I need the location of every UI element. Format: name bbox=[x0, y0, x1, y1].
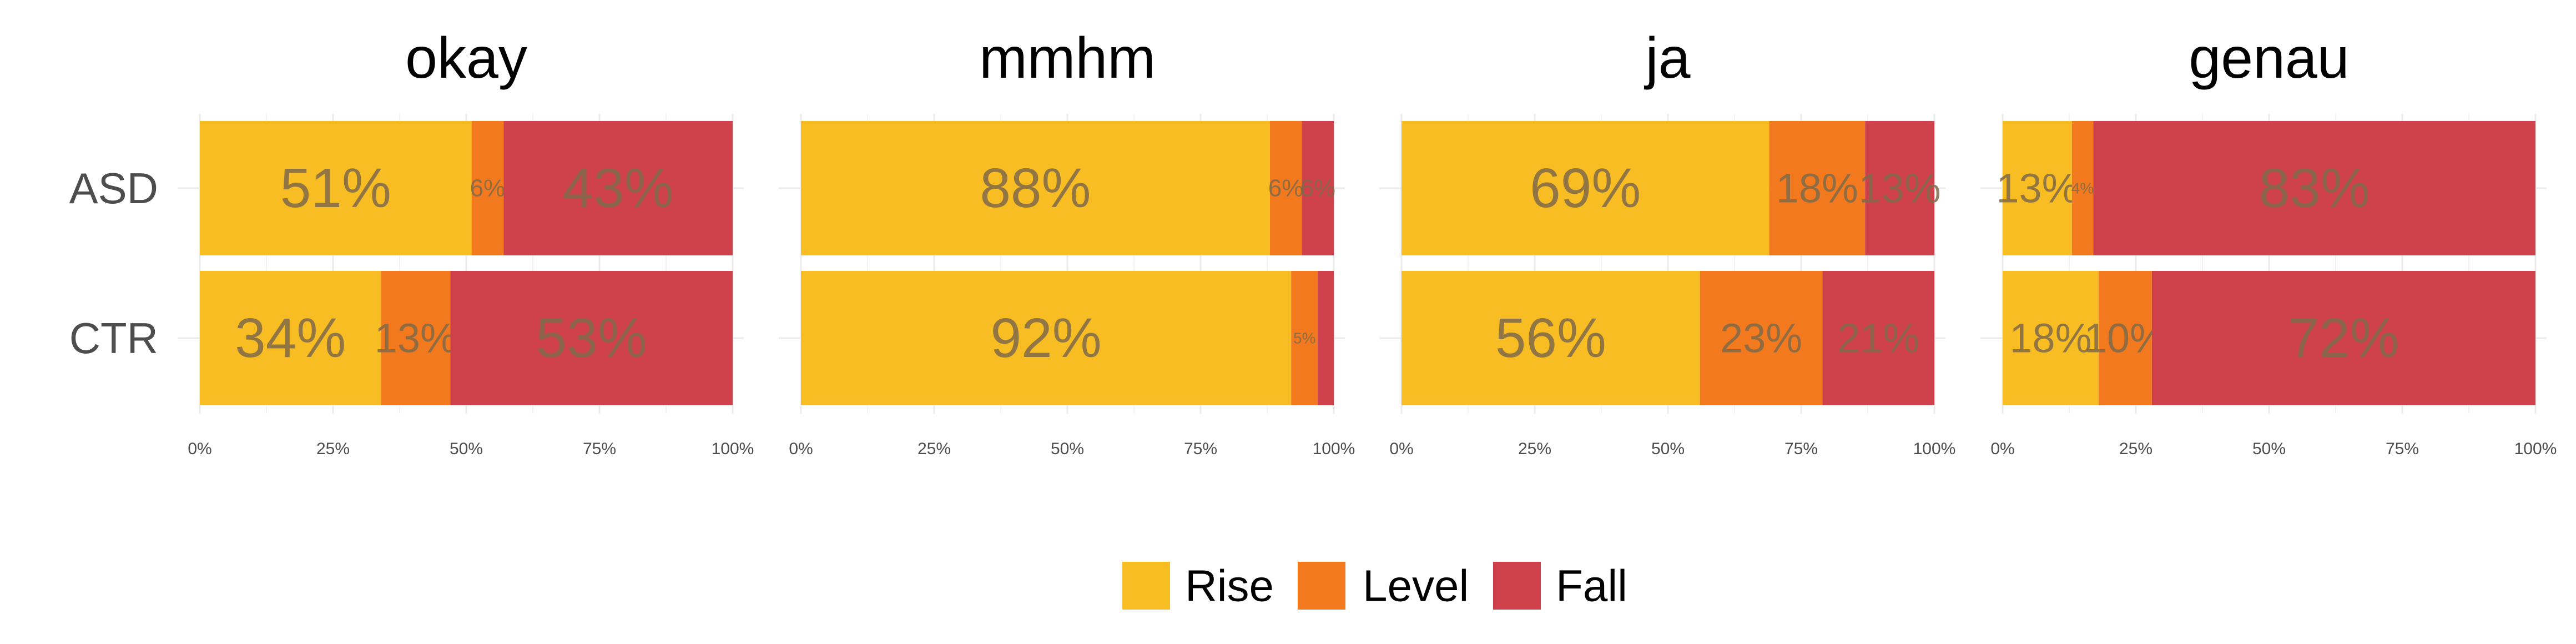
x-tick-label-2-3: 75% bbox=[1784, 440, 1818, 458]
y-axis-label-asd: ASD bbox=[69, 164, 158, 213]
x-tick-label-3-3: 75% bbox=[2386, 440, 2419, 458]
x-tick-label-3-0: 0% bbox=[1990, 440, 2014, 458]
panel-title-okay: okay bbox=[405, 26, 527, 90]
y-axis-label-ctr: CTR bbox=[69, 314, 158, 363]
bar-mmhm-ASD-rise bbox=[801, 121, 1270, 255]
panel-title-mmhm: mmhm bbox=[979, 26, 1156, 90]
x-tick-label-3-4: 100% bbox=[2514, 440, 2557, 458]
bar-mmhm-CTR-level bbox=[1291, 271, 1318, 405]
x-tick-label-1-3: 75% bbox=[1184, 440, 1217, 458]
x-tick-label-2-2: 50% bbox=[1651, 440, 1685, 458]
bar-genau-CTR-rise bbox=[2003, 271, 2099, 405]
bar-ja-ASD-rise bbox=[1402, 121, 1770, 255]
panel-title-genau: genau bbox=[2189, 26, 2349, 90]
data-label-ja-CTR-level: 23% bbox=[1720, 315, 1802, 361]
x-tick-label-1-0: 0% bbox=[789, 440, 813, 458]
data-label-ja-CTR-fall: 21% bbox=[1837, 315, 1919, 361]
data-label-mmhm-CTR-level: 5% bbox=[1293, 330, 1315, 347]
data-label-genau-CTR-rise: 18% bbox=[2009, 315, 2091, 361]
data-label-okay-ASD-rise: 51% bbox=[280, 157, 391, 219]
data-label-mmhm-ASD-rise: 88% bbox=[980, 157, 1091, 219]
data-label-okay-CTR-level: 13% bbox=[375, 315, 457, 361]
x-tick-label-2-0: 0% bbox=[1389, 440, 1413, 458]
bar-ja-CTR-level bbox=[1700, 271, 1823, 405]
legend-label-fall: Fall bbox=[1556, 561, 1627, 611]
x-tick-label-3-1: 25% bbox=[2119, 440, 2152, 458]
data-label-mmhm-CTR-rise: 92% bbox=[991, 307, 1102, 369]
bar-ja-ASD-level bbox=[1769, 121, 1866, 255]
data-label-okay-CTR-fall: 53% bbox=[536, 307, 647, 369]
x-tick-label-2-1: 25% bbox=[1518, 440, 1551, 458]
panel-title-ja: ja bbox=[1644, 26, 1691, 90]
x-tick-label-0-3: 75% bbox=[583, 440, 616, 458]
legend-label-rise: Rise bbox=[1185, 561, 1274, 611]
data-label-genau-ASD-fall: 83% bbox=[2259, 157, 2370, 219]
x-tick-label-0-4: 100% bbox=[712, 440, 754, 458]
bar-ja-CTR-rise bbox=[1402, 271, 1700, 405]
legend-swatch-level bbox=[1298, 562, 1345, 610]
legend-swatch-fall bbox=[1493, 562, 1541, 610]
data-label-okay-ASD-fall: 43% bbox=[563, 157, 674, 219]
data-label-genau-ASD-level: 4% bbox=[2071, 180, 2094, 197]
data-label-mmhm-ASD-fall: 6% bbox=[1300, 175, 1335, 202]
legend-label-level: Level bbox=[1363, 561, 1469, 611]
data-label-okay-ASD-level: 6% bbox=[470, 175, 506, 202]
data-label-ja-CTR-rise: 56% bbox=[1495, 307, 1606, 369]
bar-okay-ASD-fall bbox=[503, 121, 733, 255]
data-label-ja-ASD-level: 18% bbox=[1776, 165, 1858, 212]
bar-genau-ASD-level bbox=[2071, 121, 2094, 255]
bar-mmhm-ASD-level bbox=[1269, 121, 1302, 255]
bar-genau-ASD-rise bbox=[2003, 121, 2072, 255]
data-label-ja-ASD-fall: 13% bbox=[1859, 165, 1941, 212]
x-tick-label-0-1: 25% bbox=[316, 440, 350, 458]
data-label-mmhm-ASD-level: 6% bbox=[1268, 175, 1304, 202]
legend-swatch-rise bbox=[1122, 562, 1170, 610]
x-tick-label-1-4: 100% bbox=[1313, 440, 1355, 458]
data-label-genau-CTR-fall: 72% bbox=[2288, 307, 2399, 369]
bar-mmhm-CTR-rise bbox=[801, 271, 1292, 405]
bar-okay-CTR-fall bbox=[450, 271, 733, 405]
x-tick-label-3-2: 50% bbox=[2252, 440, 2286, 458]
bar-ja-CTR-fall bbox=[1822, 271, 1934, 405]
bar-okay-ASD-rise bbox=[200, 121, 472, 255]
bar-okay-ASD-level bbox=[471, 121, 504, 255]
data-label-ja-ASD-rise: 69% bbox=[1530, 157, 1641, 219]
bar-mmhm-ASD-fall bbox=[1302, 121, 1334, 255]
x-tick-label-1-1: 25% bbox=[918, 440, 951, 458]
x-tick-label-0-0: 0% bbox=[188, 440, 211, 458]
bar-ja-ASD-fall bbox=[1865, 121, 1934, 255]
bar-genau-CTR-level bbox=[2098, 271, 2152, 405]
bar-okay-CTR-level bbox=[381, 271, 451, 405]
x-tick-label-2-4: 100% bbox=[1913, 440, 1956, 458]
x-tick-label-1-2: 50% bbox=[1051, 440, 1084, 458]
bar-okay-CTR-rise bbox=[200, 271, 381, 405]
x-tick-label-0-2: 50% bbox=[450, 440, 483, 458]
bar-genau-ASD-fall bbox=[2093, 121, 2535, 255]
data-label-genau-ASD-rise: 13% bbox=[1996, 165, 2078, 212]
data-label-okay-CTR-rise: 34% bbox=[235, 307, 346, 369]
bar-genau-CTR-fall bbox=[2151, 271, 2535, 405]
bar-mmhm-CTR-fall bbox=[1318, 271, 1334, 405]
